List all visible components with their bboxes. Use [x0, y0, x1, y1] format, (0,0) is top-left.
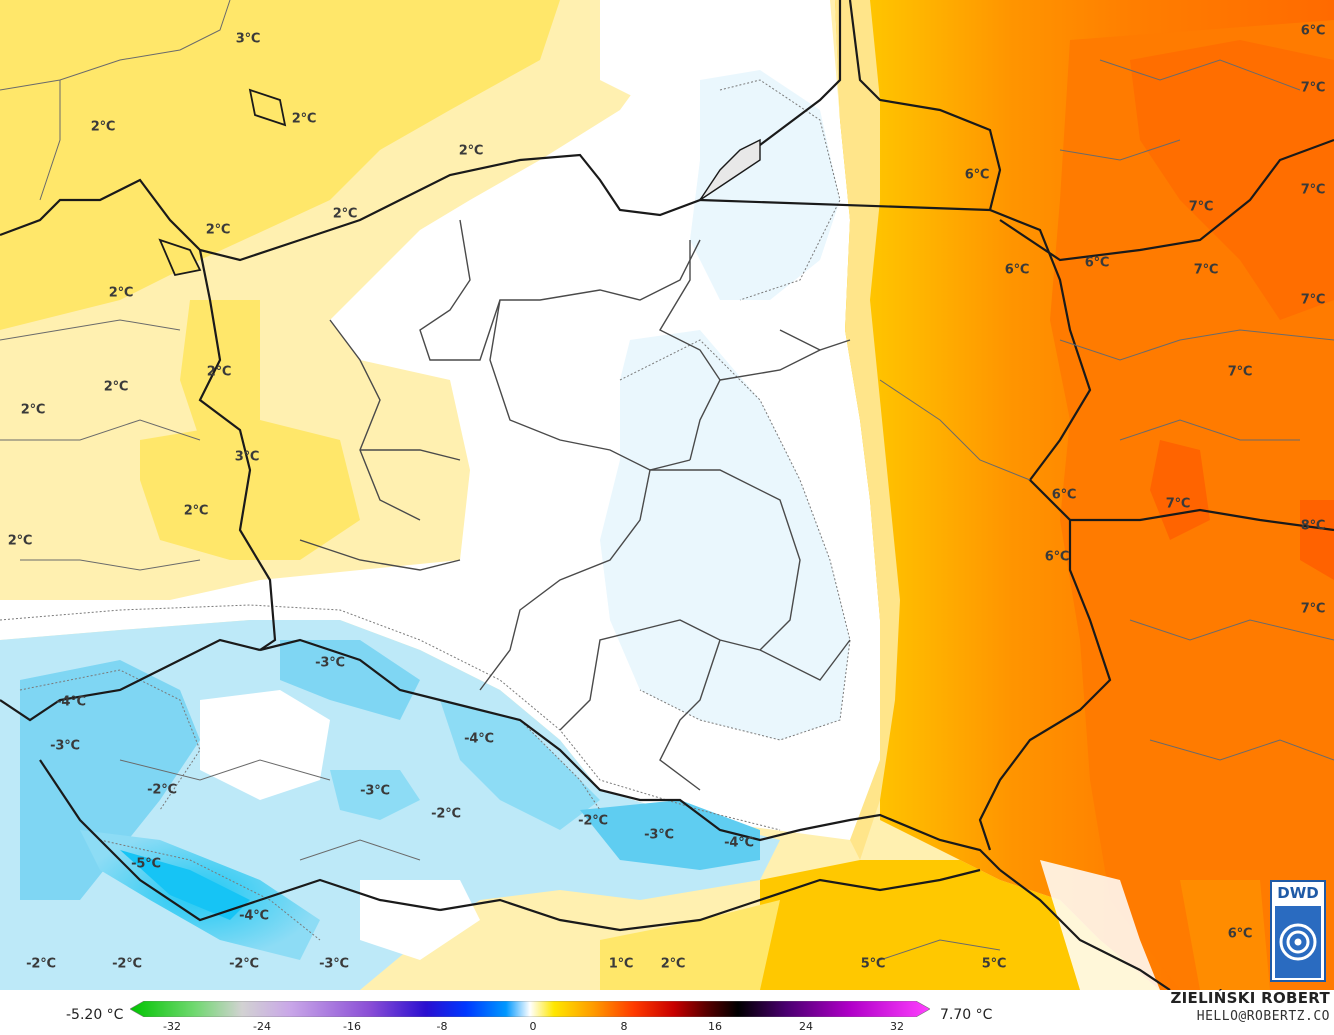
temperature-label: 8°C	[1300, 518, 1326, 534]
temperature-label: -3°C	[319, 956, 349, 972]
temperature-label: 3°C	[235, 31, 261, 47]
temperature-label: -5°C	[131, 856, 161, 872]
temperature-label: 2°C	[183, 503, 209, 519]
temperature-label: 2°C	[20, 402, 46, 418]
temperature-label: 2°C	[7, 533, 33, 549]
color-scale	[130, 1001, 930, 1017]
legend-min-label: -5.20 °C	[66, 1007, 124, 1023]
temperature-field	[0, 0, 1334, 990]
temperature-label: -4°C	[239, 908, 269, 924]
temperature-label: -2°C	[112, 956, 142, 972]
temperature-label: -3°C	[50, 738, 80, 754]
temperature-label: -3°C	[644, 827, 674, 843]
temperature-label: 7°C	[1300, 292, 1326, 308]
scale-tick: -8	[436, 1020, 448, 1033]
temperature-label: -2°C	[147, 782, 177, 798]
legend-max-label: 7.70 °C	[940, 1007, 993, 1023]
temperature-label: -2°C	[578, 813, 608, 829]
temperature-label: -2°C	[26, 956, 56, 972]
temperature-label: 2°C	[332, 206, 358, 222]
temperature-label: 7°C	[1188, 199, 1214, 215]
temperature-label: 2°C	[108, 285, 134, 301]
scale-tick: 0	[529, 1020, 537, 1033]
temperature-label: 2°C	[291, 111, 317, 127]
scale-tick: -16	[343, 1020, 361, 1033]
temperature-label: 7°C	[1300, 601, 1326, 617]
temperature-label: 7°C	[1165, 496, 1191, 512]
contact-credit: HELLO@ROBERTZ.CO	[1196, 1009, 1330, 1024]
temperature-label: 5°C	[860, 956, 886, 972]
scale-tick: -32	[163, 1020, 181, 1033]
temperature-label: 1°C	[608, 956, 634, 972]
temperature-label: 2°C	[103, 379, 129, 395]
temperature-label: 3°C	[234, 449, 260, 465]
temperature-label: 7°C	[1300, 80, 1326, 96]
temperature-label: -3°C	[315, 655, 345, 671]
temperature-label: 5°C	[981, 956, 1007, 972]
temperature-label: -4°C	[464, 731, 494, 747]
scale-tick: 16	[708, 1020, 722, 1033]
temperature-label: 7°C	[1227, 364, 1253, 380]
scale-tick: -24	[253, 1020, 271, 1033]
temperature-label: 2°C	[90, 119, 116, 135]
scale-tick: 24	[799, 1020, 813, 1033]
temperature-label: 7°C	[1300, 182, 1326, 198]
temperature-label: 2°C	[206, 364, 232, 380]
temperature-label: 6°C	[964, 167, 990, 183]
scale-tick: 32	[890, 1020, 904, 1033]
temperature-label: -4°C	[724, 835, 754, 851]
temperature-label: 6°C	[1004, 262, 1030, 278]
temperature-label: 7°C	[1193, 262, 1219, 278]
temperature-label: -4°C	[56, 694, 86, 710]
temperature-label: -3°C	[360, 783, 390, 799]
temperature-label: 6°C	[1084, 255, 1110, 271]
temperature-label: 6°C	[1300, 23, 1326, 39]
temperature-label: -2°C	[431, 806, 461, 822]
temperature-label: -2°C	[229, 956, 259, 972]
dwd-swirl-icon	[1275, 906, 1321, 978]
dwd-logo: DWD	[1270, 880, 1326, 982]
dwd-logo-text: DWD	[1277, 884, 1319, 902]
temperature-label: 2°C	[660, 956, 686, 972]
temperature-label: 2°C	[458, 143, 484, 159]
temperature-label: 2°C	[205, 222, 231, 238]
author-credit: ZIELIŃSKI ROBERT	[1170, 989, 1330, 1007]
scale-tick: 8	[620, 1020, 628, 1033]
temperature-label: 6°C	[1044, 549, 1070, 565]
temperature-label: 6°C	[1051, 487, 1077, 503]
temperature-label: 6°C	[1227, 926, 1253, 942]
temperature-map: 3°C 2°C 2°C 2°C 2°C 2°C 2°C 2°C 2°C 2°C …	[0, 0, 1334, 990]
